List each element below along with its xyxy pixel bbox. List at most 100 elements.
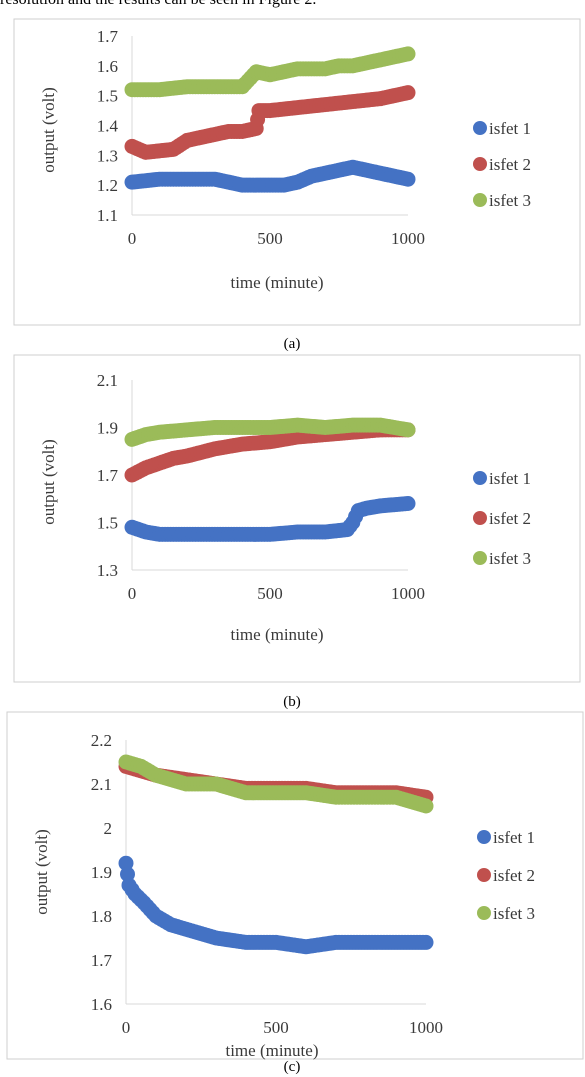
data-point xyxy=(201,79,217,95)
data-point xyxy=(385,934,401,950)
data-point xyxy=(339,94,355,110)
data-point xyxy=(276,101,292,117)
data-point xyxy=(337,95,353,111)
data-point xyxy=(400,85,416,101)
figure-caption: (a) xyxy=(284,336,301,352)
data-point xyxy=(361,417,377,433)
data-point xyxy=(268,526,284,542)
data-point xyxy=(174,136,190,152)
data-point xyxy=(154,143,170,159)
data-point xyxy=(392,48,408,64)
data-point xyxy=(265,526,281,542)
data-point xyxy=(154,424,170,440)
data-point xyxy=(154,171,170,187)
data-point xyxy=(232,526,248,542)
data-point xyxy=(361,92,377,108)
data-point xyxy=(375,498,391,514)
data-point xyxy=(196,171,212,187)
data-point xyxy=(202,775,218,791)
data-point xyxy=(301,61,317,77)
data-point xyxy=(400,496,416,511)
data-point xyxy=(207,441,223,457)
data-point xyxy=(154,454,170,470)
data-point xyxy=(250,785,266,801)
data-point xyxy=(234,436,250,452)
data-point xyxy=(331,789,347,805)
data-point xyxy=(292,99,308,115)
data-point xyxy=(353,502,369,518)
data-point xyxy=(190,171,206,187)
data-point xyxy=(235,780,251,796)
x-tick-label: 0 xyxy=(128,229,137,248)
data-point xyxy=(193,774,209,790)
data-point xyxy=(265,433,281,449)
data-point xyxy=(138,173,154,189)
data-point xyxy=(287,417,303,433)
data-point xyxy=(146,143,162,159)
data-point xyxy=(166,772,182,788)
data-point xyxy=(361,163,377,179)
data-point xyxy=(187,773,203,789)
y-tick-label: 1.3 xyxy=(97,561,118,580)
y-axis-label: output (volt) xyxy=(39,439,58,524)
data-point xyxy=(243,177,259,193)
data-point xyxy=(152,143,168,159)
data-point xyxy=(184,772,200,788)
data-point xyxy=(118,758,134,774)
data-point xyxy=(178,772,194,788)
data-point xyxy=(337,934,353,950)
data-point xyxy=(304,938,320,954)
data-point xyxy=(247,780,263,796)
data-point xyxy=(386,420,402,435)
data-point xyxy=(271,935,287,951)
data-point xyxy=(265,177,281,193)
legend-marker xyxy=(473,121,487,135)
data-point xyxy=(207,79,223,95)
data-point xyxy=(348,57,364,73)
data-point xyxy=(163,451,179,467)
x-axis-label: time (minute) xyxy=(230,625,323,644)
data-point xyxy=(359,55,375,71)
data-point xyxy=(359,92,375,108)
data-point xyxy=(342,160,358,176)
data-point xyxy=(314,166,330,182)
series-2 xyxy=(124,85,416,160)
data-point xyxy=(245,121,261,137)
data-point xyxy=(372,498,388,514)
data-point xyxy=(244,934,260,950)
data-point xyxy=(146,525,162,541)
data-point xyxy=(397,421,413,437)
data-point xyxy=(204,442,220,458)
data-point xyxy=(277,785,293,801)
data-point xyxy=(202,776,218,792)
data-point xyxy=(256,434,272,450)
data-point xyxy=(168,171,184,187)
chart-frame xyxy=(13,18,581,326)
y-tick-label: 1.5 xyxy=(97,514,118,533)
data-point xyxy=(179,79,195,95)
data-point xyxy=(130,429,146,445)
data-point xyxy=(418,789,434,805)
data-point xyxy=(146,425,162,441)
data-point xyxy=(273,101,289,117)
data-point xyxy=(157,81,173,97)
data-point xyxy=(376,934,392,950)
series-3 xyxy=(124,46,416,98)
data-point xyxy=(124,82,140,98)
data-point xyxy=(139,765,155,781)
series-3 xyxy=(124,417,416,447)
data-point xyxy=(149,526,165,542)
data-point xyxy=(342,417,358,433)
data-point xyxy=(314,419,330,435)
data-point xyxy=(334,418,350,434)
data-point xyxy=(281,63,297,79)
data-point xyxy=(370,789,386,805)
data-point xyxy=(132,463,148,479)
data-point xyxy=(298,428,314,444)
data-point xyxy=(130,889,146,905)
data-point xyxy=(277,936,293,952)
data-point xyxy=(350,57,366,73)
data-point xyxy=(223,778,239,794)
data-point xyxy=(389,87,405,103)
data-point xyxy=(160,771,176,787)
